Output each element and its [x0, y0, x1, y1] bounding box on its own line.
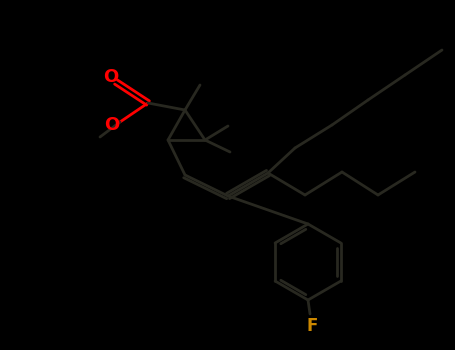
- Text: O: O: [104, 116, 120, 134]
- Text: F: F: [306, 317, 318, 335]
- Text: O: O: [103, 68, 119, 86]
